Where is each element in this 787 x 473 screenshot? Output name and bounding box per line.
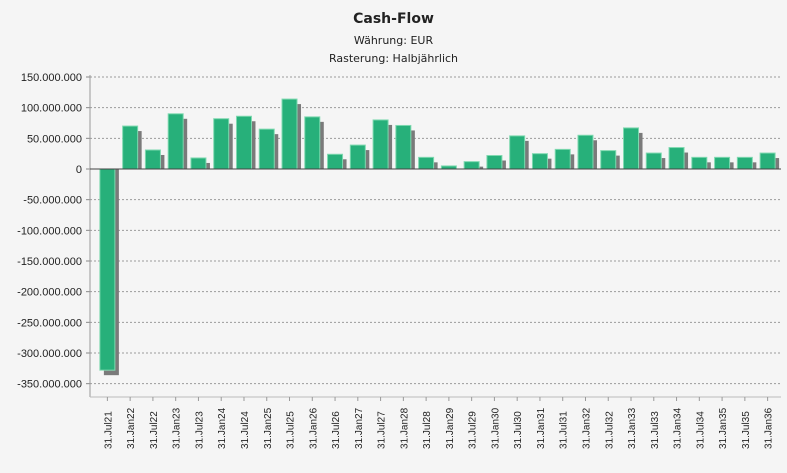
y-tick-label: 150.000.000 <box>21 72 82 84</box>
bar <box>623 127 640 170</box>
bar <box>327 153 344 170</box>
x-tick-label: 31.Jan35 <box>718 407 729 449</box>
bar <box>258 128 275 170</box>
x-tick-label: 31.Jan22 <box>126 407 137 449</box>
bar <box>759 152 776 170</box>
bar <box>554 148 571 170</box>
y-tick-label: -250.000.000 <box>17 317 82 329</box>
bar <box>531 153 548 170</box>
x-tick-label: 31.Jul21 <box>103 411 114 449</box>
chart-title: Cash-Flow <box>353 11 434 27</box>
bar <box>395 124 412 170</box>
bar <box>122 125 139 170</box>
x-tick-label: 31.Jan25 <box>263 407 274 449</box>
x-tick-label: 31.Jul24 <box>240 411 251 449</box>
x-tick-label: 31.Jan26 <box>308 407 319 449</box>
bar <box>304 116 321 170</box>
bar <box>372 119 389 170</box>
x-tick-label: 31.Jul31 <box>559 411 570 449</box>
y-tick-label: 0 <box>76 164 82 176</box>
x-tick-label: 31.Jan28 <box>399 407 410 449</box>
bar <box>99 168 116 371</box>
bar <box>486 155 503 170</box>
x-tick-label: 31.Jul30 <box>513 411 524 449</box>
x-tick-label: 31.Jul22 <box>149 411 160 449</box>
bar <box>577 134 594 170</box>
y-tick-label: -300.000.000 <box>17 348 82 360</box>
x-tick-label: 31.Jan36 <box>764 407 775 449</box>
chart-subtitle-currency: Währung: EUR <box>353 34 434 47</box>
bar <box>645 152 662 170</box>
bar <box>600 150 617 170</box>
x-tick-label: 31.Jul27 <box>377 411 388 449</box>
x-tick-label: 31.Jul34 <box>695 411 706 449</box>
x-tick-label: 31.Jan32 <box>581 407 592 449</box>
bar <box>235 115 252 170</box>
y-tick-label: 50.000.000 <box>27 133 82 145</box>
bar <box>418 156 435 170</box>
bar <box>349 144 366 170</box>
x-tick-label: 31.Jul28 <box>422 411 433 449</box>
x-tick-label: 31.Jan23 <box>172 407 183 449</box>
x-tick-label: 31.Jan33 <box>627 407 638 449</box>
x-tick-label: 31.Jan31 <box>536 407 547 449</box>
chart-subtitle-interval: Rasterung: Halbjährlich <box>328 52 459 65</box>
x-tick-label: 31.Jul23 <box>194 411 205 449</box>
bar <box>736 156 753 170</box>
y-tick-label: -100.000.000 <box>17 225 82 237</box>
bar <box>463 161 480 170</box>
bar <box>691 156 708 170</box>
y-tick-label: -50.000.000 <box>23 195 82 207</box>
x-tick-label: 31.Jul26 <box>331 411 342 449</box>
y-tick-label: 100.000.000 <box>21 103 82 115</box>
bar <box>167 113 184 170</box>
x-tick-label: 31.Jan29 <box>445 407 456 449</box>
x-tick-label: 31.Jul32 <box>604 411 615 449</box>
plot-area <box>90 75 781 397</box>
y-tick-label: -150.000.000 <box>17 256 82 268</box>
bar <box>213 118 230 170</box>
y-tick-label: -350.000.000 <box>17 379 82 391</box>
y-tick-label: -200.000.000 <box>17 287 82 299</box>
x-tick-label: 31.Jul25 <box>286 411 297 449</box>
x-tick-label: 31.Jul29 <box>468 411 479 449</box>
bar <box>190 157 207 170</box>
bar <box>281 98 298 170</box>
bar <box>509 135 526 170</box>
x-tick-label: 31.Jan34 <box>673 407 684 449</box>
x-tick-label: 31.Jan27 <box>354 407 365 449</box>
x-tick-label: 31.Jul35 <box>741 411 752 449</box>
x-tick-label: 31.Jan30 <box>490 407 501 449</box>
bar <box>668 147 685 170</box>
x-tick-label: 31.Jul33 <box>650 411 661 449</box>
bar <box>714 156 731 170</box>
bar <box>144 149 161 170</box>
x-tick-label: 31.Jan24 <box>217 407 228 449</box>
